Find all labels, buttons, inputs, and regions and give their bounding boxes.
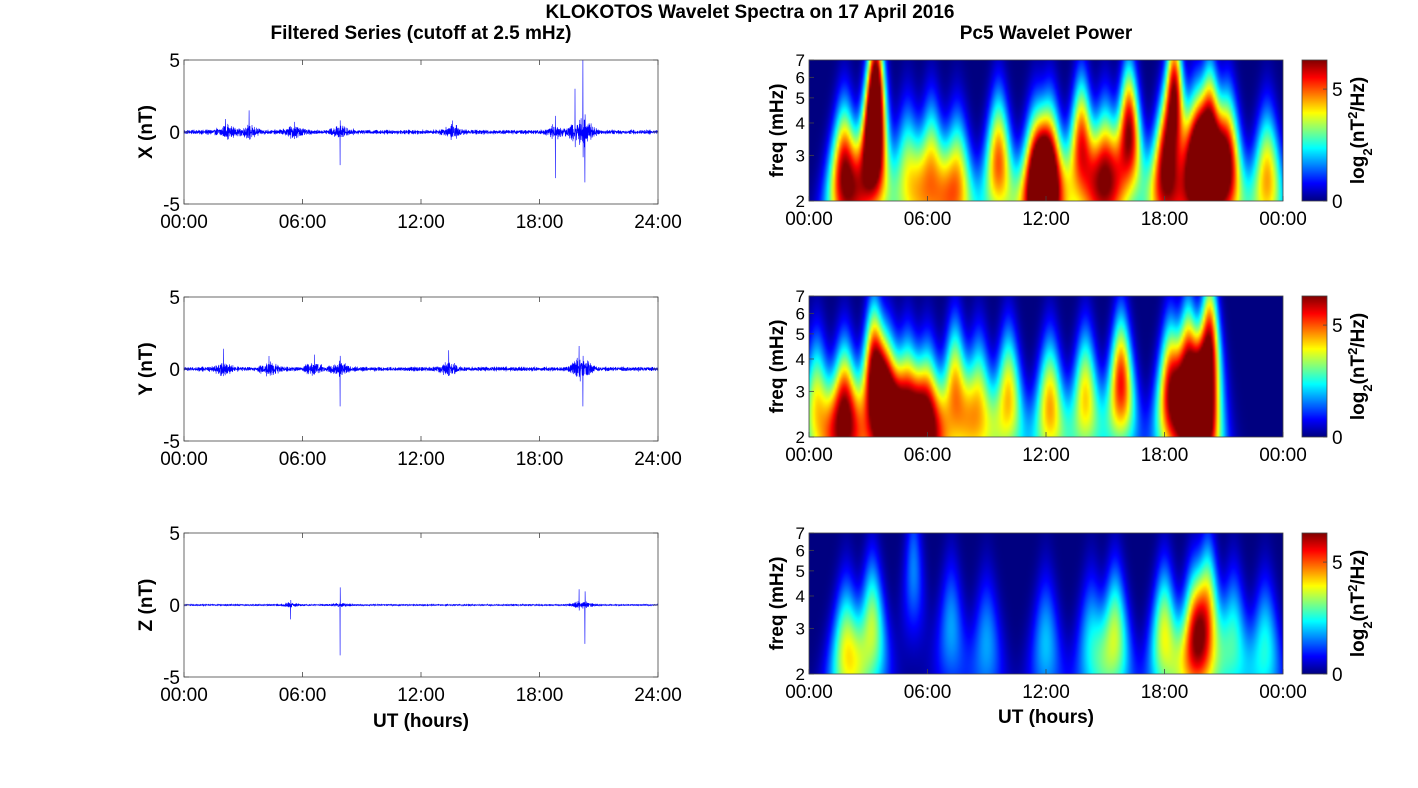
series-y-xtick-label: 06:00: [279, 449, 327, 470]
wavelet-z-ytick-label: 5: [796, 562, 805, 581]
wavelet-x-colorbar-label: log2(nT2/Hz): [1345, 77, 1375, 184]
series-y-ylabel: Y (nT): [136, 342, 157, 395]
series-y-xtick-label: 12:00: [397, 449, 445, 470]
series-z-ytick-label: 5: [169, 524, 180, 545]
wavelet-y-xtick-label: 00:00: [785, 445, 833, 466]
wavelet-x-xtick-label: 06:00: [904, 209, 952, 230]
wavelet-y-xtick-label: 00:00: [1259, 445, 1307, 466]
wavelet-x-colorbar: [1302, 60, 1327, 201]
wavelet-x-ytick-label: 7: [796, 51, 805, 70]
series-x-xtick-label: 24:00: [634, 212, 682, 233]
series-y-line: [183, 345, 659, 407]
series-x-ytick-label: 5: [169, 51, 180, 72]
wavelet-z-xtick-label: 06:00: [904, 682, 952, 703]
wavelet-y-ytick-label: 4: [796, 350, 805, 369]
series-x-ylabel: X (nT): [136, 105, 157, 159]
left-column-title: Filtered Series (cutoff at 2.5 mHz): [271, 23, 572, 44]
wavelet-y-xtick-label: 18:00: [1141, 445, 1189, 466]
right-column-title: Pc5 Wavelet Power: [960, 23, 1133, 44]
wavelet-x-ytick-label: 4: [796, 114, 805, 133]
wavelet-x-ytick-label: 2: [796, 192, 805, 211]
wavelet-x-colorbar-tick-label: 0: [1332, 192, 1343, 213]
wavelet-x-xtick-label: 12:00: [1022, 209, 1070, 230]
series-x-xtick-label: 00:00: [160, 212, 208, 233]
series-z-ytick-label: 0: [169, 596, 180, 617]
wavelet-z-xtick-label: 00:00: [785, 682, 833, 703]
wavelet-y-colorbar-tick-label: 0: [1332, 428, 1343, 449]
wavelet-y-colorbar-label: log2(nT2/Hz): [1345, 313, 1375, 420]
wavelet-x-colorbar-frame: [1301, 59, 1328, 202]
wavelet-y-ytick-label: 3: [796, 382, 805, 401]
wavelet-y-xtick-label: 12:00: [1022, 445, 1070, 466]
series-z-xtick-label: 06:00: [279, 685, 327, 706]
wavelet-y-xtick-label: 06:00: [904, 445, 952, 466]
wavelet-z-ytick-label: 7: [796, 524, 805, 543]
wavelet-x-heatmap: [809, 60, 1283, 201]
series-x-ytick-label: 0: [169, 123, 180, 144]
wavelet-z-colorbar: [1302, 533, 1327, 674]
wavelet-x-xtick-label: 00:00: [1259, 209, 1307, 230]
series-x-xtick-label: 18:00: [516, 212, 564, 233]
series-z-xtick-label: 12:00: [397, 685, 445, 706]
wavelet-z-xtick-label: 12:00: [1022, 682, 1070, 703]
wavelet-x-xtick-label: 18:00: [1141, 209, 1189, 230]
wavelet-z-heatmap: [809, 533, 1283, 674]
series-x-ytick-label: -5: [163, 195, 180, 216]
left-bottom-xlabel: UT (hours): [373, 711, 469, 732]
series-z-ytick-label: -5: [163, 668, 180, 689]
wavelet-y-colorbar-tick-label: 5: [1332, 316, 1343, 337]
wavelet-z-colorbar-frame: [1301, 532, 1328, 675]
series-z-xtick-label: 18:00: [516, 685, 564, 706]
series-y-ytick-label: 0: [169, 360, 180, 381]
wavelet-z-xtick-label: 00:00: [1259, 682, 1307, 703]
series-y-xtick-label: 18:00: [516, 449, 564, 470]
wavelet-z-colorbar-tick-label: 0: [1332, 665, 1343, 686]
wavelet-z-colorbar-tick-label: 5: [1332, 553, 1343, 574]
series-y-xtick-label: 24:00: [634, 449, 682, 470]
wavelet-z-ytick-label: 4: [796, 587, 805, 606]
wavelet-z-colorbar-label: log2(nT2/Hz): [1345, 550, 1375, 657]
series-x-line: [183, 59, 659, 183]
wavelet-z-ytick-label: 3: [796, 619, 805, 638]
wavelet-y-ytick-label: 5: [796, 325, 805, 344]
figure-title: KLOKOTOS Wavelet Spectra on 17 April 201…: [546, 2, 955, 23]
series-z-xtick-label: 00:00: [160, 685, 208, 706]
series-y-ytick-label: -5: [163, 432, 180, 453]
wavelet-y-ytick-label: 6: [796, 304, 805, 323]
wavelet-z-ytick-label: 6: [796, 541, 805, 560]
wavelet-y-ytick-label: 7: [796, 287, 805, 306]
wavelet-y-ytick-label: 2: [796, 428, 805, 447]
series-z-ylabel: Z (nT): [136, 579, 157, 632]
wavelet-x-ytick-label: 5: [796, 89, 805, 108]
wavelet-z-ytick-label: 2: [796, 665, 805, 684]
series-y-xtick-label: 00:00: [160, 449, 208, 470]
wavelet-z-ylabel: freq (mHz): [767, 557, 788, 651]
series-z-line: [183, 587, 659, 656]
wavelet-y-ylabel: freq (mHz): [767, 320, 788, 414]
wavelet-x-ytick-label: 6: [796, 68, 805, 87]
series-x-xtick-label: 06:00: [279, 212, 327, 233]
series-y-ytick-label: 5: [169, 288, 180, 309]
wavelet-z-xtick-label: 18:00: [1141, 682, 1189, 703]
series-z-xtick-label: 24:00: [634, 685, 682, 706]
panels: -5 0 5 00:00 06:00 12:00 18:00 24:00 X (nT) -5 0 5 0…: [136, 51, 1375, 706]
wavelet-x-ytick-label: 3: [796, 146, 805, 165]
wavelet-y-heatmap: [809, 296, 1283, 437]
wavelet-x-xtick-label: 00:00: [785, 209, 833, 230]
right-bottom-xlabel: UT (hours): [998, 707, 1094, 728]
wavelet-y-colorbar: [1302, 296, 1327, 437]
series-x-xtick-label: 12:00: [397, 212, 445, 233]
wavelet-x-colorbar-tick-label: 5: [1332, 80, 1343, 101]
wavelet-y-colorbar-frame: [1301, 295, 1328, 438]
wavelet-x-ylabel: freq (mHz): [767, 84, 788, 178]
